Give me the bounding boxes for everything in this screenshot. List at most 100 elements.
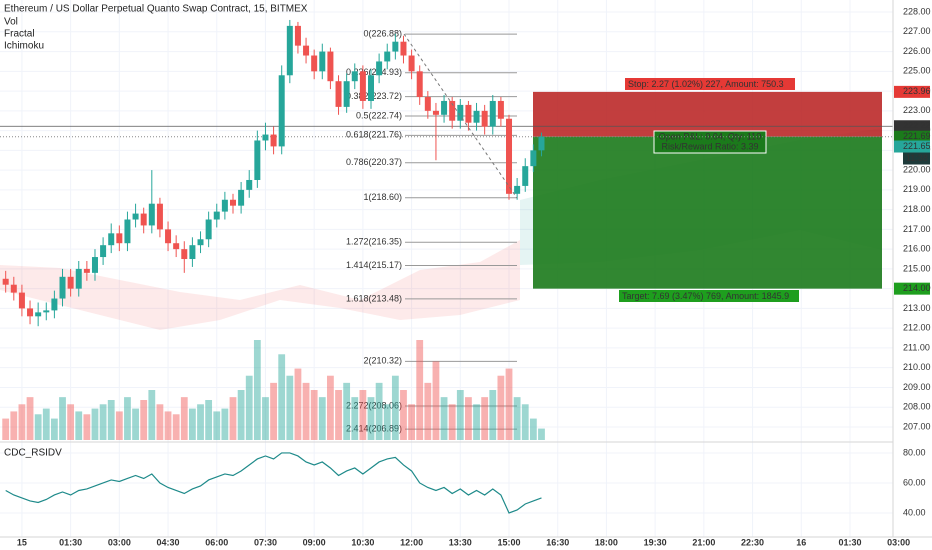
price-tag — [894, 85, 930, 98]
candle-body — [278, 75, 285, 147]
volume-bar — [359, 390, 367, 440]
volume-bar — [180, 397, 188, 440]
fib-label: 2.272(208.06) — [346, 400, 402, 410]
y-tick-label: 208.00 — [903, 402, 931, 412]
x-tick-label: 16:30 — [546, 537, 569, 547]
candle-body — [229, 199, 236, 206]
candle-body — [108, 233, 115, 246]
candle-body — [489, 100, 496, 127]
candle-body — [116, 233, 123, 244]
candle-body — [2, 278, 9, 285]
y-tick-label: 209.00 — [903, 382, 931, 392]
x-tick-label: 12:00 — [400, 537, 423, 547]
volume-bar — [67, 404, 75, 440]
volume-bar — [124, 397, 131, 440]
candle-body — [91, 257, 98, 273]
x-tick-label: 09:00 — [303, 537, 326, 547]
volume-bar — [416, 340, 424, 440]
candle-body — [294, 25, 301, 46]
volume-bar — [497, 375, 505, 440]
volume-bar — [505, 368, 513, 440]
volume-bar — [489, 390, 497, 440]
volume-bar — [50, 418, 58, 440]
volume-bar — [513, 397, 521, 440]
candle-body — [400, 41, 407, 56]
marks: 0(226.88)0.236(224.93)0.382(223.72)0.5(2… — [2, 19, 545, 514]
volume-bar — [375, 382, 383, 440]
y-tick-label: 216.00 — [903, 244, 931, 254]
y-tick-label: 217.00 — [903, 224, 931, 234]
volume-bar — [432, 361, 440, 440]
volume-bar — [367, 397, 375, 440]
volume-bar — [237, 390, 245, 440]
volume-bar — [205, 400, 213, 440]
y-tick-label: 226.00 — [903, 46, 931, 56]
candle-body — [376, 61, 383, 76]
volume-bar — [197, 404, 204, 440]
fib-label: 2.414(206.89) — [346, 424, 402, 434]
volume-bar — [18, 404, 26, 440]
volume-bar — [83, 414, 91, 440]
price-tag-label: 222.22 — [903, 121, 931, 131]
candle-body — [522, 166, 529, 186]
fib-label: 0.5(222.74) — [356, 110, 402, 120]
price-tag — [894, 120, 930, 133]
price-tag — [894, 130, 930, 143]
candle-body — [465, 104, 472, 123]
x-tick-label: 06:00 — [205, 537, 228, 547]
target-label-bg — [619, 290, 799, 302]
candle-body — [59, 276, 66, 299]
candle-body — [359, 71, 366, 101]
fib-label: 0.786(220.37) — [346, 157, 402, 167]
y-tick-label: 210.00 — [903, 362, 931, 372]
candle-body — [416, 71, 423, 98]
candle-body — [205, 219, 212, 240]
x-tick-label: 15 — [17, 537, 27, 547]
x-tick-label: 22:30 — [741, 537, 764, 547]
chart-title: Ethereum / US Dollar Perpetual Quanto Sw… — [4, 4, 308, 15]
volume-bar — [115, 411, 123, 440]
y-tick-label: 219.00 — [903, 184, 931, 194]
volume-bar — [164, 411, 172, 440]
candle-body — [51, 298, 58, 311]
position-tool: Stop: 2.27 (1.02%) 227, Amount: 750.3 Ope… — [0, 78, 931, 302]
fib-label: 2(210.32) — [363, 356, 402, 366]
volume-bar — [189, 408, 196, 440]
volume-bar — [335, 390, 342, 440]
candle-body — [351, 71, 358, 82]
candle-body — [100, 245, 107, 258]
candle-body — [449, 100, 456, 121]
y-tick-label: 220.00 — [903, 164, 931, 174]
candle-body — [270, 134, 277, 147]
volume-bar — [2, 418, 10, 440]
x-tick-label: 15:00 — [497, 537, 520, 547]
candle-body — [441, 100, 448, 115]
y-tick-label: 213.00 — [903, 303, 931, 313]
fib-label: 1.272(216.35) — [346, 237, 402, 247]
candle-body — [432, 110, 439, 115]
volume-bar — [245, 375, 253, 440]
volume-bar — [310, 390, 318, 440]
volume-bar — [91, 408, 99, 440]
price-tag — [894, 140, 930, 153]
fib-label: 0.618(221.76) — [346, 130, 402, 140]
stop-zone — [533, 91, 882, 137]
y-tick-label: 227.00 — [903, 26, 931, 36]
volume-bar — [34, 414, 42, 440]
candle-body — [148, 203, 155, 226]
price-tag — [894, 282, 930, 295]
volume-bar — [465, 397, 472, 440]
candle-body — [262, 134, 269, 141]
volume-bar — [343, 382, 351, 440]
candle-body — [124, 219, 131, 244]
candle-body — [473, 110, 480, 123]
volume-bar — [156, 404, 164, 440]
candle-body — [246, 179, 253, 190]
volume-bar — [221, 408, 229, 440]
volume-bar — [10, 411, 18, 440]
candle-body — [457, 104, 464, 121]
volume-bar — [172, 414, 180, 440]
volume-bar — [286, 375, 294, 440]
fib-label: 1.414(215.17) — [346, 260, 402, 270]
fib-label: 0.236(224.93) — [346, 67, 402, 77]
